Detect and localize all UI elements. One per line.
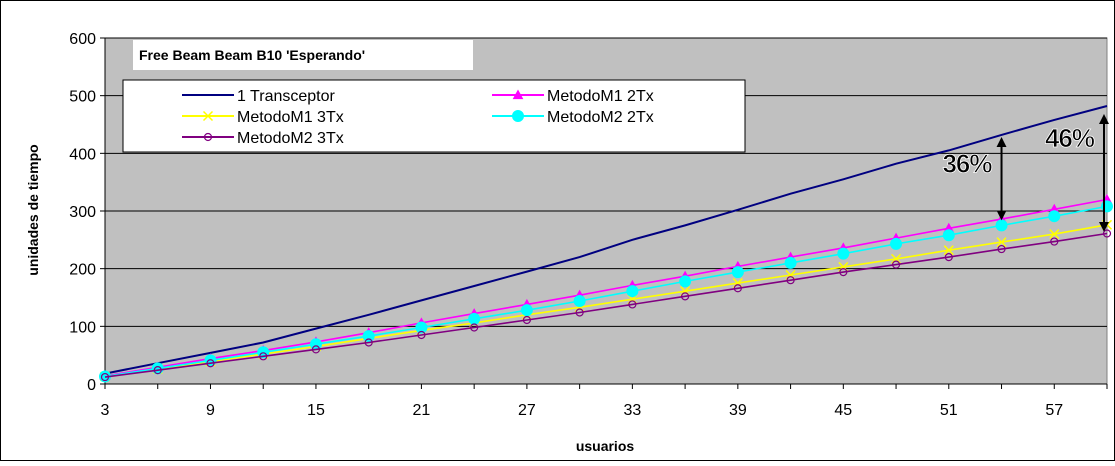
x-tick-label: 21 bbox=[413, 402, 431, 419]
data-point bbox=[259, 352, 268, 361]
data-point bbox=[786, 276, 795, 285]
x-tick-label: 51 bbox=[940, 402, 958, 419]
y-tick-label: 300 bbox=[69, 204, 96, 221]
y-axis-label: unidades de tiempo bbox=[25, 144, 41, 275]
y-tick-label: 600 bbox=[69, 31, 96, 48]
data-point bbox=[100, 372, 110, 382]
legend-item: MetodoM2 2Tx bbox=[492, 109, 654, 126]
data-point bbox=[470, 323, 479, 332]
data-point bbox=[415, 321, 428, 334]
x-axis-ticks: 3 9 15 21 27 33 39 45 51 57 bbox=[101, 384, 1108, 419]
legend-item: 1 Transceptor bbox=[182, 88, 336, 105]
data-point bbox=[520, 304, 533, 317]
series-line bbox=[104, 224, 1108, 378]
data-point bbox=[995, 219, 1008, 232]
data-point bbox=[943, 245, 954, 256]
data-point bbox=[733, 284, 742, 293]
data-point bbox=[626, 285, 639, 298]
data-point bbox=[1050, 237, 1059, 246]
x-tick-label: 57 bbox=[1045, 402, 1063, 419]
legend-marker bbox=[512, 110, 524, 122]
data-point bbox=[311, 345, 321, 354]
y-axis-ticks: 0 100 200 300 400 500 600 bbox=[69, 31, 105, 394]
data-point bbox=[891, 260, 901, 269]
chart-title: Free Beam Beam B10 'Esperando' bbox=[139, 47, 365, 63]
x-tick-label: 27 bbox=[518, 402, 536, 419]
data-point bbox=[573, 294, 586, 307]
legend-item: MetodoM2 3Tx bbox=[182, 130, 344, 147]
data-point bbox=[575, 308, 584, 317]
data-point bbox=[731, 266, 744, 279]
series-1-transceptor bbox=[104, 105, 1108, 375]
data-point bbox=[997, 244, 1006, 254]
series-lines bbox=[99, 105, 1113, 383]
legend-label: 1 Transceptor bbox=[237, 88, 336, 105]
series-line bbox=[104, 105, 1108, 375]
annotations: 36% 46% bbox=[942, 113, 1109, 232]
x-tick-label: 33 bbox=[623, 402, 641, 419]
data-point bbox=[942, 229, 955, 242]
data-point bbox=[681, 292, 690, 301]
legend-label: MetodoM2 3Tx bbox=[237, 130, 344, 147]
data-point bbox=[679, 275, 692, 288]
series-line bbox=[104, 232, 1108, 378]
data-point bbox=[628, 300, 637, 309]
data-point bbox=[468, 312, 481, 325]
x-tick-label: 3 bbox=[101, 402, 110, 419]
data-point bbox=[206, 359, 215, 368]
data-point bbox=[890, 237, 903, 250]
series-metodom2-2tx bbox=[99, 200, 1113, 383]
data-point bbox=[837, 247, 850, 260]
data-point bbox=[839, 268, 848, 277]
y-tick-label: 0 bbox=[87, 377, 96, 394]
data-point bbox=[996, 237, 1007, 248]
data-point bbox=[1048, 210, 1061, 223]
legend-item: MetodoM1 2Tx bbox=[492, 88, 654, 105]
legend-marker bbox=[512, 89, 524, 100]
legend-item: MetodoM1 3Tx bbox=[182, 109, 344, 126]
series-line bbox=[104, 198, 1108, 377]
legend-label: MetodoM1 3Tx bbox=[237, 109, 344, 126]
y-tick-label: 200 bbox=[69, 262, 96, 279]
x-tick-label: 39 bbox=[729, 402, 747, 419]
annotation-label: 46% bbox=[1045, 123, 1095, 153]
data-point bbox=[364, 338, 373, 347]
y-tick-label: 500 bbox=[69, 89, 96, 106]
x-axis-label: usuarios bbox=[576, 438, 635, 454]
legend-marker bbox=[202, 110, 214, 122]
chart-title-box: Free Beam Beam B10 'Esperando' bbox=[133, 40, 473, 70]
data-point bbox=[944, 253, 953, 262]
data-point bbox=[362, 330, 375, 343]
series-metodom2-3tx bbox=[100, 229, 1112, 382]
y-tick-label: 400 bbox=[69, 146, 96, 163]
legend-label: MetodoM2 2Tx bbox=[547, 109, 654, 126]
legend: 1 Transceptor MetodoM1 2Tx MetodoM1 3Tx Met… bbox=[122, 79, 746, 153]
legend-label: MetodoM1 2Tx bbox=[547, 88, 654, 105]
data-point bbox=[1049, 229, 1060, 240]
legend-marker bbox=[203, 132, 213, 142]
x-tick-label: 45 bbox=[834, 402, 852, 419]
data-point bbox=[151, 362, 164, 375]
x-tick-label: 9 bbox=[206, 402, 215, 419]
series-line bbox=[104, 205, 1108, 378]
y-tick-label: 100 bbox=[69, 319, 96, 336]
data-point bbox=[153, 366, 162, 375]
data-point bbox=[784, 256, 797, 269]
data-point bbox=[417, 330, 426, 340]
annotation-label: 36% bbox=[942, 149, 992, 179]
x-tick-label: 15 bbox=[307, 402, 325, 419]
data-point bbox=[522, 315, 531, 325]
